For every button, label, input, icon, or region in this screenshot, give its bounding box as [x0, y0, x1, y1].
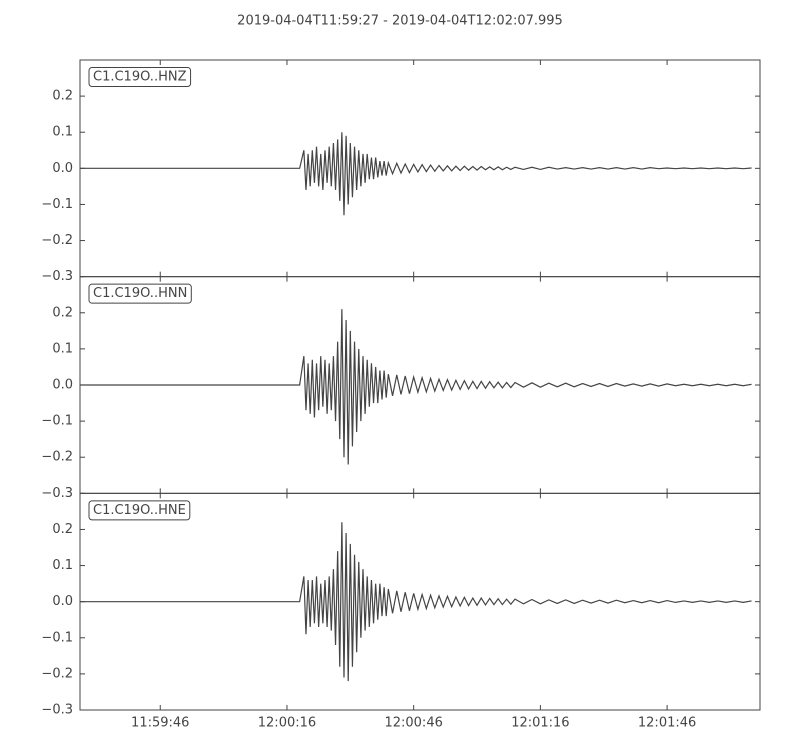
axes-frame [79, 492, 761, 711]
chart-title: 2019-04-04T11:59:27 - 2019-04-04T12:02:0… [237, 14, 563, 29]
y-tick-label: −0.3 [41, 269, 73, 284]
y-tick-label: −0.1 [41, 630, 73, 645]
y-tick-label: −0.2 [41, 666, 73, 681]
x-tick-label: 11:59:46 [131, 716, 189, 731]
y-tick-label: −0.3 [41, 703, 73, 718]
y-tick-label: 0.1 [52, 125, 73, 140]
y-tick-label: 0.1 [52, 341, 73, 356]
trace-label: C1.C19O..HNZ [93, 70, 187, 85]
trace-label: C1.C19O..HNE [93, 503, 186, 518]
y-tick-label: 0.2 [52, 305, 73, 320]
y-tick-label: 0.2 [52, 522, 73, 537]
x-tick-label: 12:01:16 [511, 716, 569, 731]
y-tick-label: −0.2 [41, 233, 73, 248]
x-tick-label: 12:01:46 [638, 716, 696, 731]
y-tick-label: −0.1 [41, 414, 73, 429]
trace-label-box [88, 500, 191, 521]
y-tick-label: 0.2 [52, 89, 73, 104]
y-tick-label: 0.0 [52, 378, 73, 393]
trace-label: C1.C19O..HNN [93, 286, 187, 301]
trace [80, 309, 752, 465]
trace-label-box [88, 283, 192, 304]
trace [80, 132, 752, 216]
y-tick-label: 0.0 [52, 161, 73, 176]
x-tick-label: 12:00:16 [258, 716, 316, 731]
y-tick-label: −0.1 [41, 197, 73, 212]
trace [80, 522, 752, 682]
x-tick-label: 12:00:46 [384, 716, 442, 731]
y-tick-label: 0.1 [52, 558, 73, 573]
y-tick-label: −0.2 [41, 450, 73, 465]
y-tick-label: −0.3 [41, 486, 73, 501]
trace-label-box [88, 67, 192, 87]
y-tick-label: 0.0 [52, 594, 73, 609]
